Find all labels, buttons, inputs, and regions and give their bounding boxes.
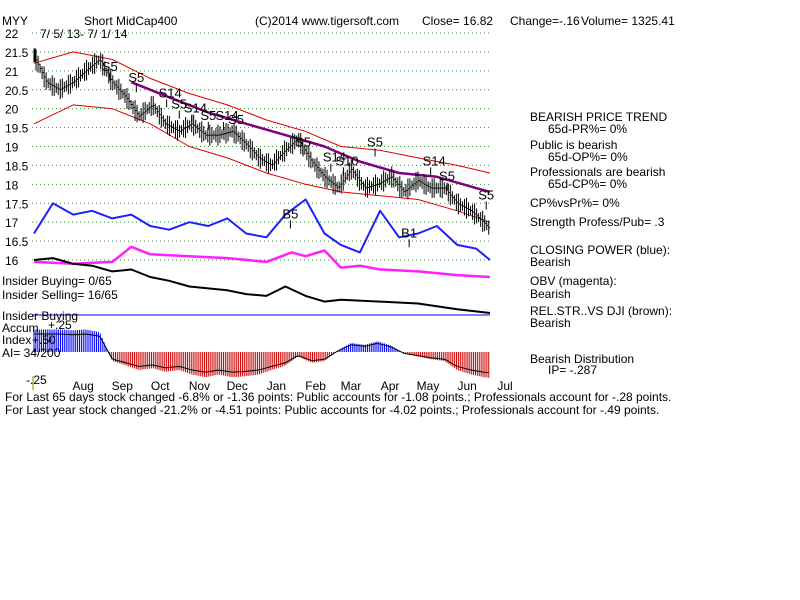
accum-label-accum: Accum <box>2 321 39 335</box>
price-axis-labels: 22 21.5 21 20.5 20 19.5 19 18.5 18 17.5 17 16.5 16 <box>5 27 29 268</box>
price-tick-label: 16.5 <box>5 235 29 249</box>
signal-label: S5 <box>367 135 383 150</box>
month-label: Feb <box>305 379 326 393</box>
price-tick-label: 16 <box>5 254 19 268</box>
price-tick-label: 21.5 <box>5 46 29 60</box>
month-label: Dec <box>227 379 248 393</box>
signal-label: S14 <box>184 100 207 115</box>
signal-label: S5 <box>128 70 144 85</box>
price-tick-label: 17 <box>5 216 19 230</box>
month-label: Oct <box>151 379 170 393</box>
month-label: Jul <box>497 379 512 393</box>
signal-label: S14 <box>423 153 446 168</box>
public-line: Public is bearish <box>530 138 617 152</box>
signal-label: S5 <box>295 135 311 150</box>
signal-label: S5 <box>102 59 118 74</box>
month-axis-labels: Aug Sep Oct Nov Dec Jan Feb Mar Apr May Jun Jul <box>72 379 512 393</box>
price-tick-label: 20 <box>5 103 19 117</box>
close-value: Close= 16.82 <box>422 14 493 28</box>
distribution-title: Bearish Distribution <box>530 352 634 366</box>
signal-label: S14 <box>159 85 182 100</box>
month-label: Nov <box>189 379 210 393</box>
op-value: 65d-OP%= 0% <box>548 150 628 164</box>
pr-value: 65d-PR%= 0% <box>548 122 627 136</box>
signal-label: S10 <box>335 153 358 168</box>
copyright-label: (C)2014 www.tigersoft.com <box>255 14 399 28</box>
signal-label: S5 <box>439 169 455 184</box>
month-label: Apr <box>381 379 400 393</box>
price-grid <box>32 32 492 390</box>
cpvspr-value: CP%vsPr%= 0% <box>530 196 620 210</box>
closing-power-line <box>33 198 491 261</box>
accum-tick-plus50: +.50 <box>32 333 56 347</box>
price-tick-label: 18.5 <box>5 159 29 173</box>
change-value: Change=-.16 <box>510 14 580 28</box>
price-tick-label: 22 <box>5 27 19 41</box>
accum-label-index: Index <box>2 333 31 347</box>
obv-line <box>33 245 491 279</box>
price-tick-label: 21 <box>5 65 19 79</box>
volume-value: Volume= 1325.41 <box>581 14 675 28</box>
price-bars <box>33 48 491 235</box>
obv-value: Bearish <box>530 287 571 301</box>
month-label: May <box>417 379 440 393</box>
accum-index-bars <box>33 329 490 378</box>
closing-power-value: Bearish <box>530 255 571 269</box>
symbol-label: MYY <box>2 14 28 28</box>
month-label: Jan <box>267 379 286 393</box>
date-range: 7/ 5/ 13- 7/ 1/ 14 <box>40 27 128 41</box>
cp-value: 65d-CP%= 0% <box>548 177 627 191</box>
month-label: Jun <box>457 379 476 393</box>
accum-label-ai: AI= 34/200 <box>2 346 61 360</box>
signal-label: B1 <box>401 225 417 240</box>
price-tick-label: 20.5 <box>5 84 29 98</box>
price-tick-label: 17.5 <box>5 197 29 211</box>
strength-value: Strength Profess/Pub= .3 <box>530 215 665 229</box>
rel-strength-value: Bearish <box>530 316 571 330</box>
insider-buying: Insider Buying= 0/65 <box>2 274 112 288</box>
insider-selling: Insider Selling= 16/65 <box>2 288 118 302</box>
signal-label: S5 <box>228 112 244 127</box>
signal-label: S14 <box>215 108 238 123</box>
signal-label: S5 <box>171 97 187 112</box>
chart-name: Short MidCap400 <box>84 14 178 28</box>
signal-label: S5 <box>200 108 216 123</box>
signal-label: S5 <box>478 187 494 202</box>
footer-year: For Last year stock changed -21.2% or -4… <box>5 403 659 417</box>
rel-strength-line <box>33 257 491 314</box>
lower-band-line <box>33 104 491 223</box>
accum-tick-minus25: -.25 <box>26 373 47 387</box>
footer-65day: For Last 65 days stock changed -6.8% or … <box>5 390 671 404</box>
accum-label-insider: Insider Buying <box>2 309 78 323</box>
obv-title: OBV (magenta): <box>530 274 617 288</box>
price-bands <box>33 51 491 223</box>
price-tick-label: 19.5 <box>5 122 29 136</box>
trend-title: BEARISH PRICE TREND <box>530 110 667 124</box>
month-label: Aug <box>72 379 93 393</box>
ip-value: IP= -.287 <box>548 363 597 377</box>
ma65-line <box>130 81 491 194</box>
month-label: Sep <box>112 379 134 393</box>
pros-line: Professionals are bearish <box>530 165 665 179</box>
indicator-lines <box>33 81 491 314</box>
accum-trend-line <box>34 333 489 374</box>
upper-band-line <box>33 51 491 174</box>
price-tick-label: 19 <box>5 141 19 155</box>
price-tick-label: 18 <box>5 178 19 192</box>
signal-label: B5 <box>282 206 298 221</box>
closing-power-title: CLOSING POWER (blue): <box>530 243 670 257</box>
month-label: Mar <box>341 379 362 393</box>
rel-strength-title: REL.STR..VS DJI (brown): <box>530 304 672 318</box>
accum-tick-plus25: +.25 <box>48 318 72 332</box>
signal-label: S14 <box>323 150 346 165</box>
